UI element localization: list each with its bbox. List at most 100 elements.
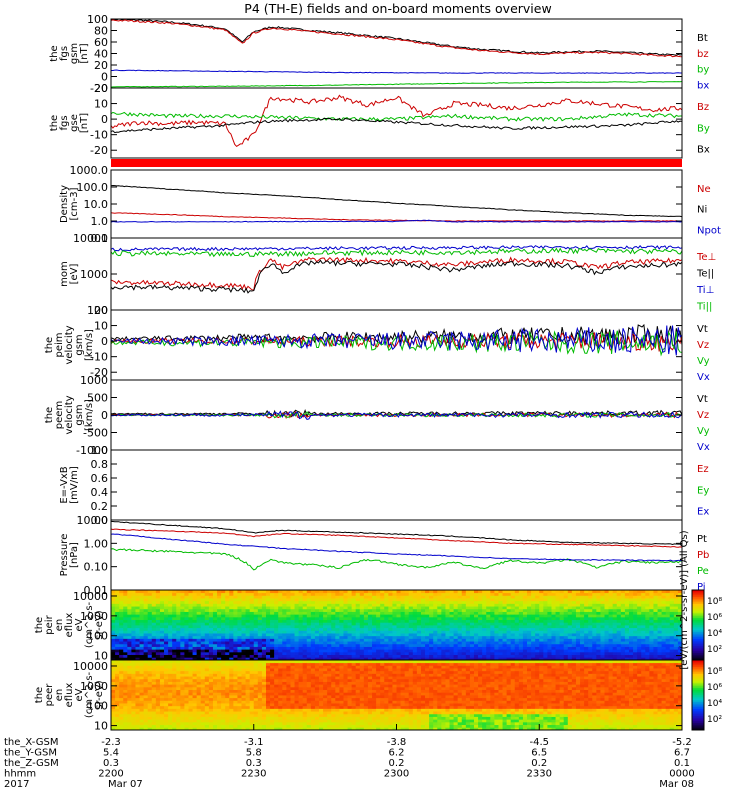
heatmap-cell [580, 595, 585, 599]
heatmap-cell [616, 646, 622, 650]
heatmap-cell [217, 686, 222, 691]
heatmap-cell [310, 646, 316, 650]
heatmap-cell [490, 625, 495, 629]
heatmap-cell [212, 678, 218, 682]
heatmap-cell [184, 724, 189, 728]
heatmap-cell [359, 633, 365, 637]
heatmap-cell [204, 721, 210, 726]
heatmap-cell [135, 651, 140, 656]
heatmap-cell [261, 638, 267, 642]
heatmap-cell [669, 633, 675, 637]
heatmap-cell [212, 600, 218, 604]
heatmap-cell [225, 643, 230, 647]
heatmap-cell [217, 708, 222, 712]
heatmap-cell [278, 598, 283, 602]
heatmap-cell [335, 630, 340, 634]
heatmap-cell [567, 616, 573, 621]
heatmap-cell [433, 635, 438, 639]
heatmap-cell [396, 608, 401, 612]
heatmap-cell [245, 660, 251, 664]
heatmap-cell [123, 662, 128, 666]
heatmap-cell [265, 603, 271, 607]
heatmap-cell [115, 614, 120, 618]
heatmap-cell [135, 678, 140, 682]
heatmap-cell [261, 595, 267, 599]
heatmap-cell [596, 611, 601, 615]
heatmap-cell [274, 686, 279, 691]
heatmap-cell [600, 606, 605, 610]
heatmap-cell [168, 619, 173, 623]
heatmap-cell [567, 638, 573, 642]
heatmap-cell [123, 646, 128, 650]
heatmap-cell [184, 651, 189, 656]
heatmap-cell [559, 603, 565, 607]
heatmap-cell [290, 611, 295, 615]
heatmap-cell [555, 616, 561, 621]
heatmap-cell [624, 630, 630, 634]
heatmap-cell [290, 595, 295, 599]
heatmap-cell [473, 654, 479, 658]
heatmap-cell [196, 651, 202, 656]
heatmap-cell [172, 627, 177, 631]
heatmap-cell [620, 627, 626, 631]
heatmap-cell [628, 654, 634, 658]
heatmap-cell [233, 654, 238, 658]
heatmap-cell [539, 600, 544, 604]
heatmap-cell [347, 646, 353, 650]
heatmap-cell [180, 646, 185, 650]
heatmap-cell [253, 713, 259, 717]
heatmap-cell [168, 705, 173, 709]
heatmap-cell [339, 641, 344, 645]
heatmap-cell [376, 643, 381, 647]
heatmap-cell [221, 598, 226, 602]
heatmap-cell [229, 668, 234, 672]
heatmap-cell [522, 611, 528, 615]
heatmap-cell [563, 651, 569, 656]
heatmap-cell [445, 641, 450, 645]
heatmap-cell [380, 633, 385, 637]
heatmap-cell [473, 635, 479, 639]
heatmap-cell [596, 608, 601, 612]
heatmap-cell [612, 608, 618, 612]
heatmap-cell [253, 641, 259, 645]
heatmap-cell [221, 689, 226, 693]
heatmap-cell [478, 654, 483, 658]
heatmap-cell [143, 705, 149, 709]
heatmap-cell [233, 651, 238, 656]
heatmap-cell [143, 654, 149, 658]
heatmap-cell [159, 711, 165, 715]
heatmap-cell [188, 608, 193, 612]
heatmap-cell [212, 716, 218, 720]
heatmap-cell [351, 635, 357, 639]
heatmap-cell [449, 592, 454, 596]
heatmap-cell [673, 649, 679, 653]
heatmap-cell [151, 711, 157, 715]
heatmap-cell [151, 719, 157, 723]
heatmap-cell [416, 633, 422, 637]
heatmap-cell [200, 603, 206, 607]
heatmap-cell [204, 705, 210, 709]
heatmap-cell [673, 641, 679, 645]
heatmap-cell [168, 724, 173, 728]
heatmap-cell [217, 662, 222, 666]
heatmap-cell [147, 638, 153, 642]
heatmap-cell [270, 697, 275, 701]
heatmap-cell [119, 692, 124, 696]
heatmap-cell [257, 668, 263, 672]
heatmap-cell [416, 622, 422, 626]
heatmap-cell [376, 630, 381, 634]
heatmap-cell [241, 603, 246, 607]
heatmap-cell [478, 643, 483, 647]
heatmap-cell [196, 635, 202, 639]
heatmap-cell [237, 603, 242, 607]
heatmap-cell [482, 622, 487, 626]
heatmap-cell [180, 705, 185, 709]
heatmap-cell [245, 668, 251, 672]
heatmap-cell [159, 689, 165, 693]
heatmap-cell [265, 686, 271, 691]
heatmap-cell [400, 606, 406, 610]
heatmap-cell [208, 703, 214, 707]
heatmap-cell [131, 673, 136, 677]
heatmap-cell [347, 619, 353, 623]
heatmap-cell [367, 619, 373, 623]
